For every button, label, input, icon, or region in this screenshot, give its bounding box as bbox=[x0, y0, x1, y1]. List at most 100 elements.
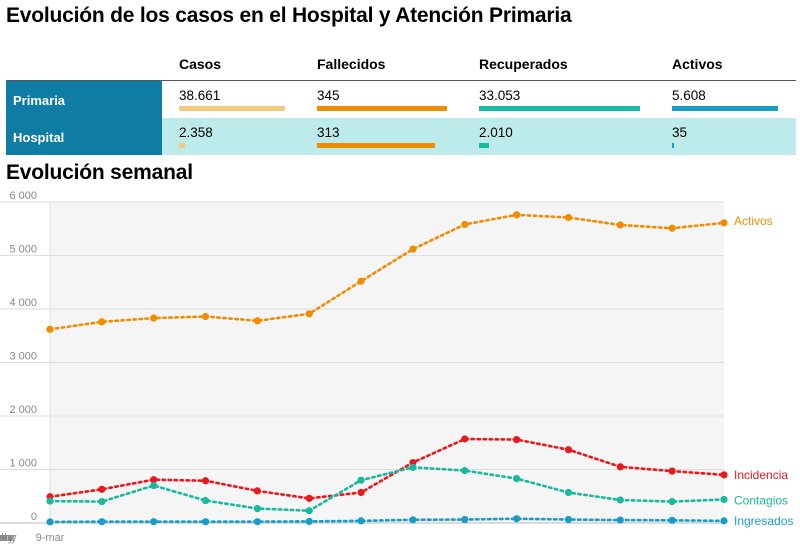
data-point bbox=[668, 224, 676, 232]
data-point bbox=[305, 507, 313, 515]
data-point bbox=[253, 504, 261, 513]
cell-value: 5.608 bbox=[672, 88, 706, 103]
data-point bbox=[150, 481, 158, 490]
x-tick-label: 25-mar bbox=[0, 532, 16, 544]
y-tick-label: 2 000 bbox=[9, 404, 37, 416]
data-point bbox=[720, 471, 728, 479]
value-bar bbox=[317, 143, 435, 148]
series-label-activos: Activos bbox=[734, 214, 773, 228]
data-point bbox=[98, 318, 106, 326]
data-point bbox=[98, 485, 106, 493]
data-point bbox=[409, 463, 417, 471]
value-bar bbox=[179, 106, 285, 111]
data-point bbox=[564, 213, 573, 222]
cell-value: 38.661 bbox=[179, 88, 221, 103]
x-tick-label: 9-mar bbox=[36, 532, 65, 544]
data-point bbox=[201, 312, 210, 321]
data-point bbox=[305, 494, 313, 502]
data-point bbox=[357, 277, 365, 285]
data-point bbox=[46, 493, 54, 501]
value-bar bbox=[317, 106, 447, 111]
data-point bbox=[150, 518, 158, 526]
series-line-contagios bbox=[48, 466, 726, 513]
data-point bbox=[564, 446, 573, 454]
series-line-incidencia bbox=[48, 437, 726, 500]
data-point bbox=[720, 517, 728, 525]
series-line-activos bbox=[48, 213, 726, 331]
x-tick-label: 8-abr bbox=[0, 532, 11, 544]
x-tick-label: 6-may bbox=[0, 532, 14, 544]
data-point bbox=[461, 435, 469, 443]
row-label-text: Primaria bbox=[13, 93, 66, 108]
data-point bbox=[616, 496, 624, 504]
cell-value: 33.053 bbox=[479, 88, 521, 103]
cell-value: 2.358 bbox=[179, 125, 213, 140]
data-point bbox=[305, 310, 313, 318]
y-tick-label: 3 000 bbox=[9, 351, 37, 363]
chart-title: Evolución semanal bbox=[6, 161, 193, 184]
data-point bbox=[150, 476, 158, 484]
data-point bbox=[720, 219, 728, 227]
value-bar bbox=[672, 106, 778, 111]
data-point bbox=[253, 487, 261, 495]
data-point bbox=[616, 221, 624, 229]
table-header: Casos Fallecidos Recuperados Activos bbox=[6, 46, 796, 81]
value-bar bbox=[479, 143, 489, 148]
table-row-hospital: Hospital 2.358 313 2.010 35 bbox=[6, 118, 796, 155]
column-header-activos: Activos bbox=[672, 56, 723, 72]
cell-value: 345 bbox=[317, 88, 340, 103]
value-bar bbox=[672, 143, 674, 148]
data-point bbox=[409, 516, 417, 524]
data-point bbox=[357, 476, 365, 484]
row-label-text: Hospital bbox=[13, 130, 65, 145]
series-label-contagios: Contagios bbox=[734, 493, 788, 507]
data-point bbox=[357, 517, 365, 525]
series-label-incidencia: Incidencia bbox=[734, 468, 788, 482]
data-point bbox=[357, 488, 365, 497]
value-bar bbox=[479, 106, 640, 111]
x-tick-label: 22-abr bbox=[0, 532, 14, 544]
data-point bbox=[46, 325, 54, 333]
data-point bbox=[201, 496, 210, 505]
data-point bbox=[513, 211, 521, 219]
data-point bbox=[46, 497, 54, 505]
data-point bbox=[564, 515, 573, 524]
data-point bbox=[513, 474, 521, 483]
row-label: Hospital bbox=[6, 118, 162, 155]
data-point bbox=[201, 477, 210, 485]
data-point bbox=[305, 517, 313, 525]
data-point bbox=[668, 498, 676, 506]
row-label: Primaria bbox=[6, 81, 162, 118]
x-tick-label: 20-may bbox=[0, 532, 17, 544]
column-header-fallecidos: Fallecidos bbox=[317, 56, 386, 72]
data-point bbox=[616, 516, 624, 524]
data-point bbox=[98, 498, 106, 506]
data-point bbox=[461, 220, 469, 229]
data-point bbox=[513, 435, 521, 444]
column-header-casos: Casos bbox=[179, 56, 222, 72]
data-point bbox=[461, 515, 469, 524]
y-tick-label: 5 000 bbox=[9, 244, 37, 256]
data-point bbox=[253, 518, 261, 526]
y-tick-label: 0 bbox=[31, 511, 37, 523]
page-title: Evolución de los casos en el Hospital y … bbox=[6, 4, 572, 27]
data-point bbox=[409, 458, 417, 467]
data-point bbox=[150, 314, 158, 322]
y-tick-label: 1 000 bbox=[9, 458, 37, 470]
data-point bbox=[668, 467, 676, 475]
series-label-ingresados: Ingresados bbox=[734, 514, 793, 528]
series-line-ingresados bbox=[48, 517, 726, 524]
cell-value: 2.010 bbox=[479, 125, 513, 140]
data-point bbox=[201, 518, 210, 526]
data-point bbox=[564, 488, 573, 497]
value-bar bbox=[179, 143, 185, 148]
data-point bbox=[616, 463, 624, 471]
y-tick-label: 4 000 bbox=[9, 297, 37, 309]
cell-value: 35 bbox=[672, 125, 688, 140]
data-point bbox=[46, 518, 54, 526]
data-point bbox=[98, 518, 106, 526]
data-point bbox=[720, 495, 728, 504]
y-tick-label: 6 000 bbox=[9, 190, 37, 202]
x-tick-label: 3-jun bbox=[0, 532, 10, 544]
data-point bbox=[461, 466, 469, 475]
